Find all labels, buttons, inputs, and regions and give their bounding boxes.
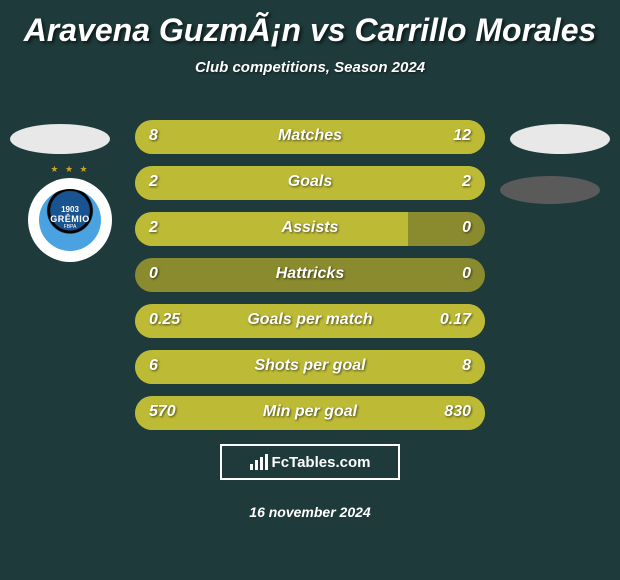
stat-value-left: 8 <box>149 127 158 145</box>
stat-row: Assists2 0 <box>135 212 485 246</box>
player1-logo-placeholder <box>10 124 110 154</box>
stat-label: Matches <box>135 127 485 145</box>
stat-value-left: 6 <box>149 357 158 375</box>
stat-label: Assists <box>135 219 485 237</box>
stat-value-left: 2 <box>149 219 158 237</box>
badge-stars-icon: ★ ★ ★ <box>28 164 112 175</box>
stat-row: Min per goal570 830 <box>135 396 485 430</box>
date-label: 16 november 2024 <box>0 504 620 520</box>
badge-inner: 1903 GRÊMIO FBPA <box>39 189 101 251</box>
stat-value-right: 2 <box>462 173 471 191</box>
stat-label: Shots per goal <box>135 357 485 375</box>
stat-row: Goals per match0.25 0.17 <box>135 304 485 338</box>
stat-label: Hattricks <box>135 265 485 283</box>
stat-row: Matches8 12 <box>135 120 485 154</box>
stat-value-left: 2 <box>149 173 158 191</box>
brand-label: FcTables.com <box>272 454 371 471</box>
stat-value-left: 0.25 <box>149 311 180 329</box>
stat-value-left: 0 <box>149 265 158 283</box>
page-subtitle: Club competitions, Season 2024 <box>0 59 620 76</box>
stat-value-right: 12 <box>453 127 471 145</box>
badge-sub: FBPA <box>64 224 77 230</box>
player2-logo-placeholder <box>510 124 610 154</box>
badge-name: GRÊMIO <box>50 214 90 224</box>
badge-year: 1903 <box>61 205 79 214</box>
chart-icon <box>250 454 268 470</box>
stat-label: Min per goal <box>135 403 485 421</box>
stat-label: Goals <box>135 173 485 191</box>
stat-value-left: 570 <box>149 403 176 421</box>
stat-value-right: 0 <box>462 265 471 283</box>
stat-row: Hattricks0 0 <box>135 258 485 292</box>
stat-value-right: 830 <box>444 403 471 421</box>
brand-box[interactable]: FcTables.com <box>220 444 400 480</box>
stat-row: Goals2 2 <box>135 166 485 200</box>
stat-value-right: 0.17 <box>440 311 471 329</box>
stat-value-right: 0 <box>462 219 471 237</box>
stat-value-right: 8 <box>462 357 471 375</box>
stat-row: Shots per goal6 8 <box>135 350 485 384</box>
stats-container: Matches812Goals22Assists20Hattricks00Goa… <box>135 120 485 442</box>
page-title: Aravena GuzmÃ¡n vs Carrillo Morales <box>0 0 620 49</box>
player1-club-badge: ★ ★ ★ 1903 GRÊMIO FBPA <box>28 178 112 262</box>
player2-club-placeholder <box>500 176 600 204</box>
stat-label: Goals per match <box>135 311 485 329</box>
